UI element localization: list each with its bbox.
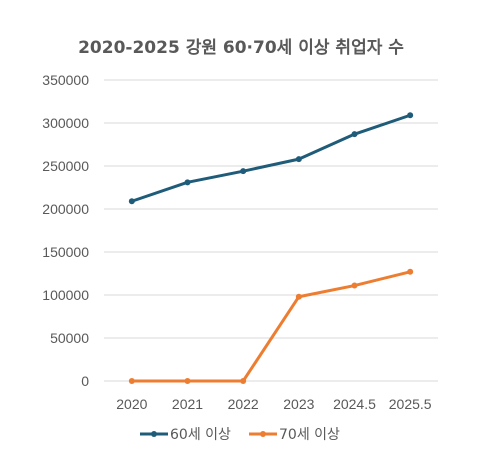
x-axis-tick-labels: 2020 2021 2022 2023 2024.5 2025.5 (116, 396, 432, 412)
data-point (184, 179, 191, 186)
x-tick-label: 2022 (228, 396, 259, 412)
series-1 (128, 112, 414, 205)
legend-item-2: 70세 이상 (249, 427, 340, 443)
data-point (240, 168, 247, 175)
legend-marker (151, 431, 157, 437)
legend: 60세 이상 70세 이상 (140, 427, 340, 443)
y-tick-label: 300000 (42, 115, 89, 131)
y-tick-label: 150000 (42, 244, 89, 260)
y-axis-tick-labels: 0 50000 100000 150000 200000 250000 300000 3500… (42, 72, 89, 389)
legend-marker (260, 431, 266, 437)
series-line (130, 113, 412, 203)
x-tick-label: 2020 (116, 396, 147, 412)
y-tick-label: 250000 (42, 158, 89, 174)
series-lines (128, 112, 414, 384)
gridlines (104, 79, 438, 382)
data-point (295, 156, 302, 163)
data-point (184, 378, 191, 384)
x-tick-label: 2024.5 (333, 396, 376, 412)
y-tick-label: 100000 (42, 287, 89, 303)
data-point (128, 378, 135, 384)
data-point (407, 268, 414, 275)
data-point (128, 198, 135, 205)
legend-label: 60세 이상 (170, 427, 231, 443)
x-tick-label: 2021 (172, 396, 203, 412)
y-tick-label: 200000 (42, 201, 89, 217)
x-tick-label: 2025.5 (389, 396, 432, 412)
chart-title: 2020-2025 강원 60·70세 이상 취업자 수 (78, 37, 404, 58)
y-tick-label: 350000 (42, 72, 89, 88)
x-tick-label: 2023 (283, 396, 314, 412)
data-point (407, 112, 414, 119)
data-point (351, 131, 358, 138)
data-point (240, 378, 247, 384)
y-tick-label: 0 (81, 373, 89, 389)
series-line (130, 270, 412, 383)
series-2 (128, 268, 414, 384)
legend-item-1: 60세 이상 (140, 427, 231, 443)
data-point (351, 282, 358, 289)
data-point (295, 293, 302, 300)
legend-label: 70세 이상 (279, 427, 340, 443)
y-tick-label: 50000 (50, 330, 89, 346)
